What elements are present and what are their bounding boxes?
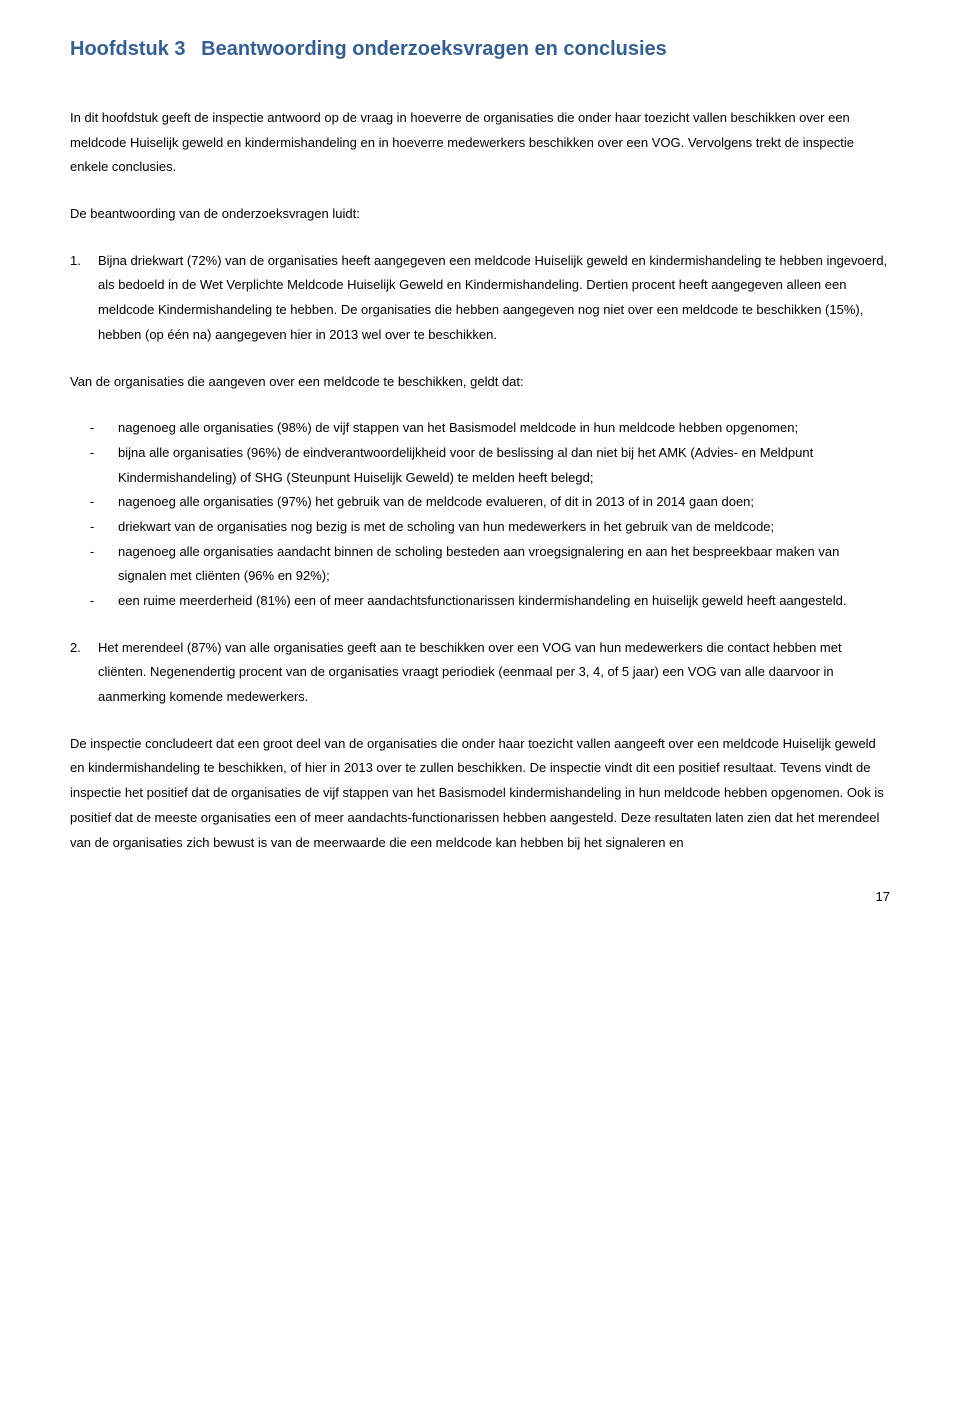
intro-paragraph: In dit hoofdstuk geeft de inspectie antw… <box>70 106 890 180</box>
dashed-list: nagenoeg alle organisaties (98%) de vijf… <box>70 416 890 614</box>
list-item-1: 1. Bijna driekwart (72%) van de organisa… <box>98 249 890 348</box>
chapter-heading: Hoofdstuk 3 Beantwoording onderzoeksvrag… <box>70 30 890 68</box>
bullet-item: nagenoeg alle organisaties aandacht binn… <box>118 540 890 589</box>
bullet-item: bijna alle organisaties (96%) de eindver… <box>118 441 890 490</box>
item-number: 1. <box>70 249 81 274</box>
item-text: Bijna driekwart (72%) van de organisatie… <box>98 253 887 342</box>
sub-lead-paragraph: Van de organisaties die aangeven over ee… <box>70 370 890 395</box>
list-item-2: 2. Het merendeel (87%) van alle organisa… <box>98 636 890 710</box>
chapter-number: Hoofdstuk 3 <box>70 38 186 60</box>
bullet-item: driekwart van de organisaties nog bezig … <box>118 515 890 540</box>
bullet-item: een ruime meerderheid (81%) een of meer … <box>118 589 890 614</box>
numbered-list-2: 2. Het merendeel (87%) van alle organisa… <box>70 636 890 710</box>
chapter-title: Beantwoording onderzoeksvragen en conclu… <box>201 38 667 60</box>
bullet-item: nagenoeg alle organisaties (97%) het geb… <box>118 490 890 515</box>
bullet-item: nagenoeg alle organisaties (98%) de vijf… <box>118 416 890 441</box>
item-text: Het merendeel (87%) van alle organisatie… <box>98 640 842 704</box>
item-number: 2. <box>70 636 81 661</box>
numbered-list-1: 1. Bijna driekwart (72%) van de organisa… <box>70 249 890 348</box>
lead-paragraph: De beantwoording van de onderzoeksvragen… <box>70 202 890 227</box>
conclusion-paragraph: De inspectie concludeert dat een groot d… <box>70 732 890 855</box>
page-number: 17 <box>70 885 890 910</box>
